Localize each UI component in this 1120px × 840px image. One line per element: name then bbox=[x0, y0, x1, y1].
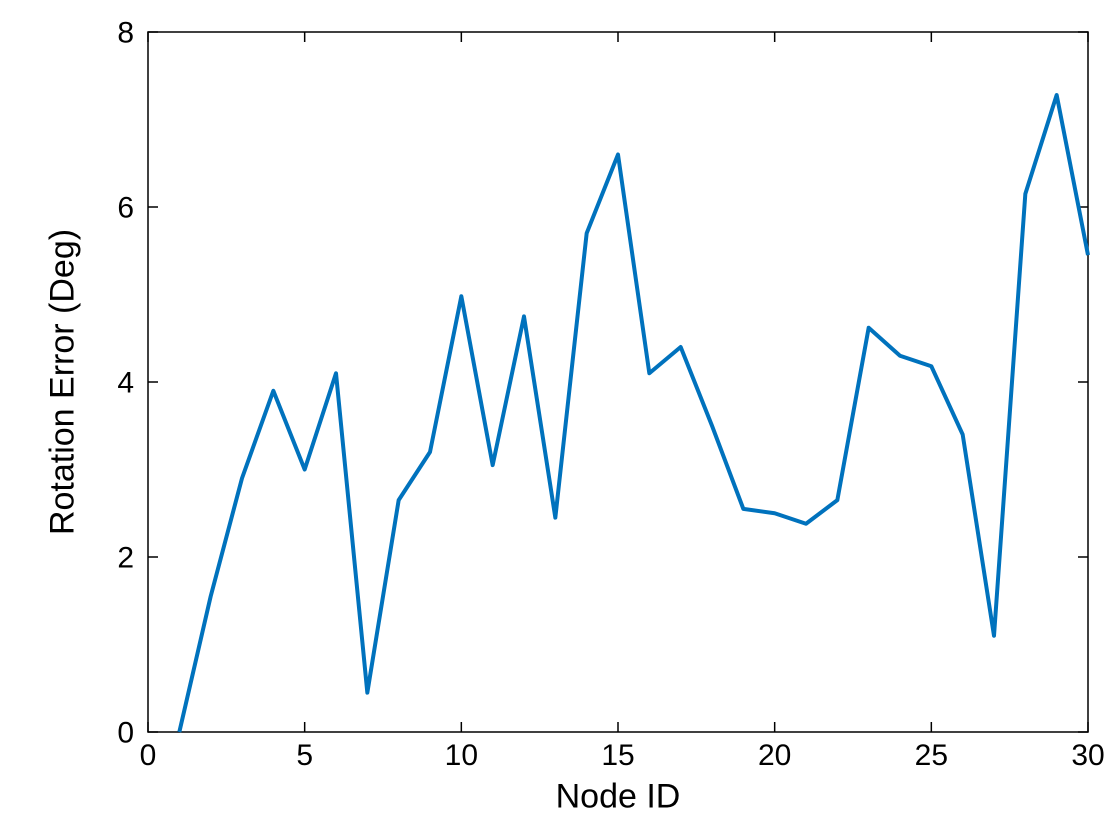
y-tick-label: 8 bbox=[117, 17, 134, 50]
y-axis-label: Rotation Error (Deg) bbox=[43, 229, 81, 535]
x-tick-label: 20 bbox=[758, 739, 791, 772]
x-tick-label: 30 bbox=[1071, 739, 1104, 772]
y-tick-label: 0 bbox=[117, 717, 134, 750]
x-axis-label: Node ID bbox=[556, 778, 681, 816]
chart-svg: 0 5 10 15 20 25 30 0 2 4 6 8 Node ID Rotation Error (… bbox=[0, 0, 1120, 840]
chart-background bbox=[0, 0, 1120, 840]
x-tick-label: 15 bbox=[601, 739, 634, 772]
x-tick-label: 10 bbox=[445, 739, 478, 772]
y-tick-label: 2 bbox=[117, 542, 134, 575]
line-chart: 0 5 10 15 20 25 30 0 2 4 6 8 Node ID Rotation Error (… bbox=[0, 0, 1120, 840]
x-tick-label: 5 bbox=[296, 739, 313, 772]
y-tick-label: 4 bbox=[117, 367, 134, 400]
y-tick-label: 6 bbox=[117, 192, 134, 225]
x-tick-label: 25 bbox=[915, 739, 948, 772]
x-tick-label: 0 bbox=[140, 739, 157, 772]
